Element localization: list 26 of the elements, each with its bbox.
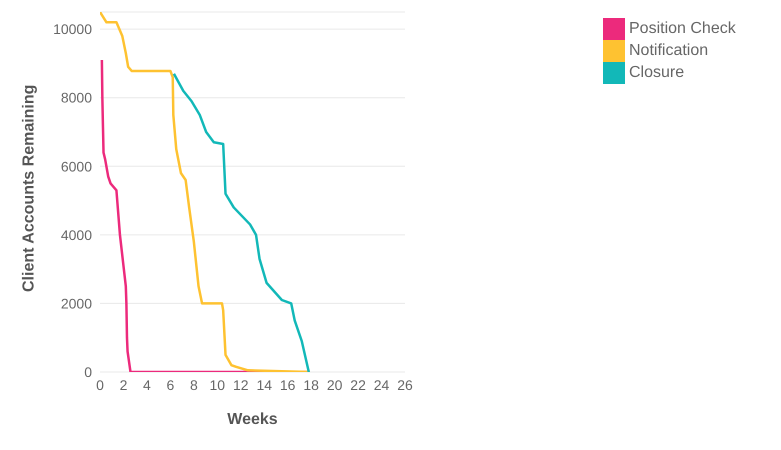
y-tick-label: 10000 — [53, 21, 92, 38]
x-tick-label: 22 — [350, 376, 366, 393]
x-tick-label: 8 — [190, 376, 198, 393]
legend-label: Position Check — [629, 20, 736, 38]
y-tick-label: 0 — [84, 364, 92, 380]
legend-label: Notification — [629, 42, 708, 60]
y-tick-label: 2000 — [60, 295, 92, 312]
y-axis-title: Client Accounts Remaining — [20, 84, 38, 292]
y-tick-label: 4000 — [60, 226, 92, 243]
x-tick-label: 12 — [232, 376, 249, 393]
x-tick-label: 24 — [374, 376, 390, 393]
x-axis-title: Weeks — [227, 411, 278, 428]
x-tick-label: 0 — [96, 376, 104, 393]
x-tick-label: 14 — [256, 376, 272, 393]
legend-label: Closure — [629, 64, 684, 82]
x-tick-label: 6 — [166, 376, 174, 393]
x-tick-label: 26 — [397, 376, 413, 393]
y-tick-label: 6000 — [60, 158, 92, 174]
x-tick-label: 10 — [210, 376, 226, 393]
x-tick-label: 4 — [143, 376, 152, 393]
x-tick-label: 2 — [120, 376, 128, 393]
x-tick-label: 16 — [280, 376, 296, 393]
line-series — [172, 72, 310, 372]
x-tick-label: 20 — [326, 376, 343, 393]
y-tick-label: 8000 — [60, 90, 92, 106]
x-tick-label: 18 — [303, 376, 320, 393]
